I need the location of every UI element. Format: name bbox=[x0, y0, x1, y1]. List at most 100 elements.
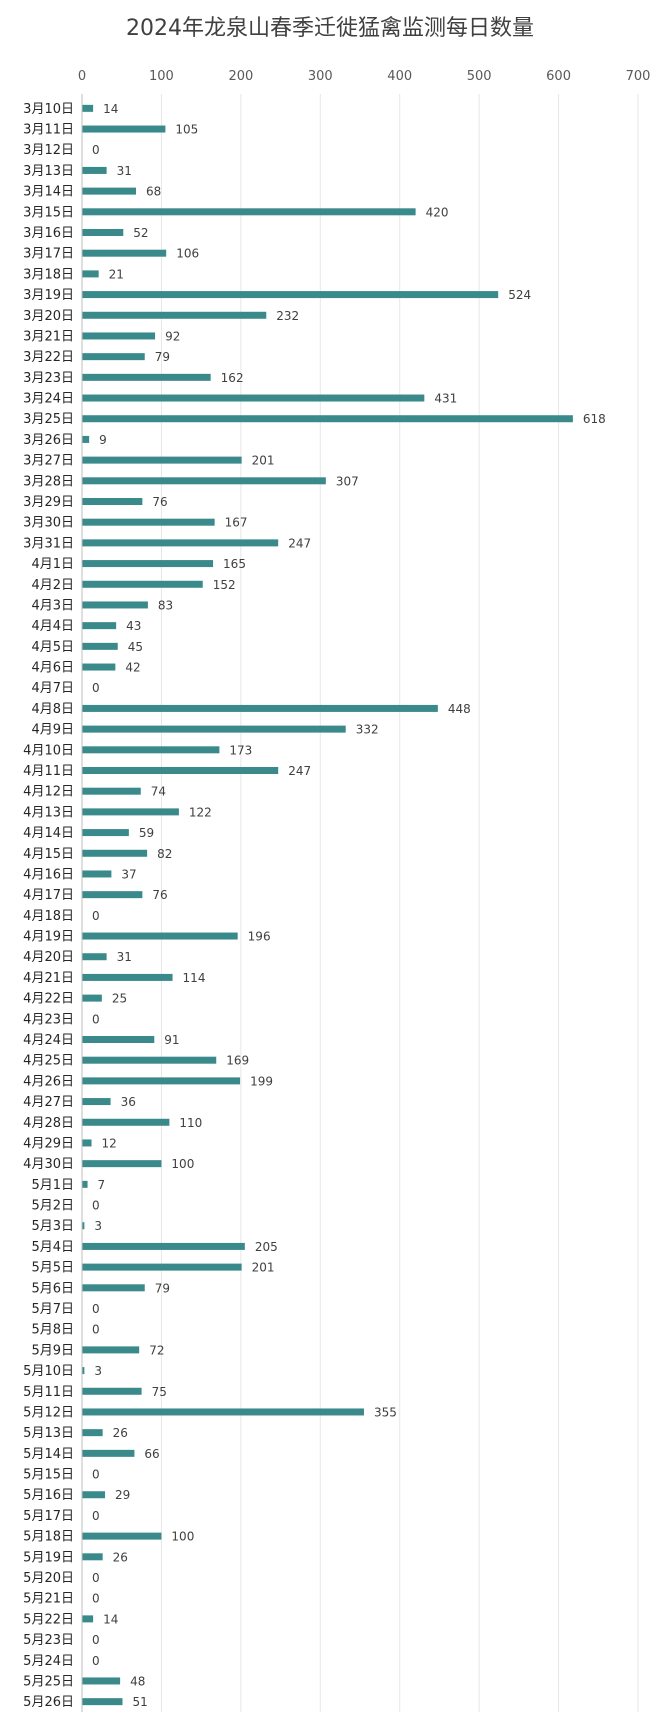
bar bbox=[82, 994, 102, 1002]
data-label: 25 bbox=[112, 992, 127, 1006]
category-label: 5月23日 bbox=[23, 1633, 74, 1648]
category-label: 4月23日 bbox=[23, 1012, 74, 1027]
data-label: 48 bbox=[130, 1674, 145, 1688]
category-label: 5月13日 bbox=[23, 1426, 74, 1441]
category-label: 5月15日 bbox=[23, 1468, 74, 1483]
category-label: 3月23日 bbox=[23, 371, 74, 386]
bar bbox=[82, 601, 148, 609]
bar bbox=[82, 1449, 135, 1457]
data-label: 26 bbox=[113, 1550, 128, 1564]
data-label: 83 bbox=[158, 598, 173, 612]
data-label: 76 bbox=[152, 888, 167, 902]
bar bbox=[82, 394, 425, 402]
x-axis-ticks: 0 100 200 300 400 500 600 700 bbox=[78, 69, 651, 84]
category-label: 4月13日 bbox=[23, 805, 74, 820]
data-label: 448 bbox=[448, 702, 471, 716]
category-label: 5月10日 bbox=[23, 1364, 74, 1379]
data-label: 122 bbox=[189, 805, 212, 819]
x-tick-label: 400 bbox=[387, 69, 412, 84]
data-label: 0 bbox=[92, 1509, 100, 1523]
x-tick-label: 0 bbox=[78, 69, 86, 84]
category-label: 3月10日 bbox=[23, 102, 74, 117]
data-label: 106 bbox=[176, 247, 199, 261]
data-label: 92 bbox=[165, 329, 180, 343]
x-tick-label: 200 bbox=[228, 69, 253, 84]
data-label: 0 bbox=[92, 1468, 100, 1482]
bar bbox=[82, 1698, 123, 1706]
category-label: 4月14日 bbox=[23, 826, 74, 841]
category-labels: 3月10日 3月11日 3月12日 3月13日 3月14日 3月15日 3月16日 3月17日… bbox=[23, 102, 74, 1710]
data-label: 0 bbox=[92, 143, 100, 157]
data-label: 232 bbox=[276, 309, 299, 323]
bar bbox=[82, 1077, 241, 1085]
bar bbox=[82, 353, 145, 361]
bar bbox=[82, 1139, 92, 1147]
category-label: 5月19日 bbox=[23, 1550, 74, 1565]
bars bbox=[82, 104, 573, 1706]
data-label: 0 bbox=[92, 1654, 100, 1668]
category-label: 4月21日 bbox=[23, 971, 74, 986]
category-label: 4月5日 bbox=[31, 640, 74, 655]
category-label: 4月6日 bbox=[31, 661, 74, 676]
category-label: 4月12日 bbox=[23, 785, 74, 800]
data-label: 76 bbox=[152, 495, 167, 509]
x-tick-label: 700 bbox=[626, 69, 651, 84]
data-label: 82 bbox=[157, 847, 172, 861]
bar bbox=[82, 1532, 162, 1540]
data-label: 45 bbox=[128, 640, 143, 654]
category-label: 4月19日 bbox=[23, 930, 74, 945]
data-label: 162 bbox=[221, 371, 244, 385]
bar bbox=[82, 1036, 155, 1043]
data-label: 0 bbox=[92, 1199, 100, 1213]
data-label: 0 bbox=[92, 1633, 100, 1647]
category-label: 3月24日 bbox=[23, 392, 74, 407]
data-label: 0 bbox=[92, 681, 100, 695]
category-label: 3月17日 bbox=[23, 247, 74, 262]
bar bbox=[82, 808, 179, 816]
category-label: 5月9日 bbox=[31, 1343, 74, 1358]
category-label: 4月28日 bbox=[23, 1116, 74, 1131]
data-label: 42 bbox=[125, 661, 140, 675]
category-label: 3月12日 bbox=[23, 143, 74, 158]
bar bbox=[82, 767, 279, 774]
category-label: 5月4日 bbox=[31, 1240, 74, 1255]
category-label: 5月16日 bbox=[23, 1488, 74, 1503]
bar bbox=[82, 1160, 162, 1168]
category-label: 5月1日 bbox=[31, 1178, 74, 1193]
x-tick-label: 600 bbox=[546, 69, 571, 84]
data-label: 0 bbox=[92, 1302, 100, 1316]
bar bbox=[82, 1098, 111, 1106]
category-label: 5月7日 bbox=[31, 1302, 74, 1317]
category-label: 5月25日 bbox=[23, 1674, 74, 1689]
data-label: 247 bbox=[288, 764, 311, 778]
bar bbox=[82, 704, 438, 712]
category-label: 5月5日 bbox=[31, 1261, 74, 1276]
bar bbox=[82, 539, 279, 547]
bar bbox=[82, 270, 99, 278]
data-label: 307 bbox=[336, 474, 359, 488]
bar bbox=[82, 166, 107, 174]
bar bbox=[82, 1263, 242, 1271]
bar bbox=[82, 415, 573, 423]
bar bbox=[82, 622, 117, 630]
bar bbox=[82, 1056, 217, 1064]
data-label: 79 bbox=[155, 1281, 170, 1295]
bar bbox=[82, 332, 156, 340]
category-label: 3月30日 bbox=[23, 516, 74, 531]
data-label: 105 bbox=[175, 123, 198, 137]
data-label: 0 bbox=[92, 1012, 100, 1026]
data-label: 110 bbox=[179, 1116, 202, 1130]
category-label: 3月22日 bbox=[23, 350, 74, 365]
category-label: 3月31日 bbox=[23, 536, 74, 551]
bar bbox=[82, 477, 326, 485]
value-labels: 1410503168420521062152423292791624316189… bbox=[92, 102, 606, 1709]
category-label: 4月4日 bbox=[31, 619, 74, 634]
data-label: 31 bbox=[117, 950, 132, 964]
category-label: 5月18日 bbox=[23, 1530, 74, 1545]
bar bbox=[82, 787, 141, 795]
bar bbox=[82, 1677, 121, 1685]
category-label: 4月27日 bbox=[23, 1095, 74, 1110]
data-label: 114 bbox=[183, 971, 206, 985]
category-label: 4月2日 bbox=[31, 578, 74, 593]
bar bbox=[82, 849, 148, 857]
